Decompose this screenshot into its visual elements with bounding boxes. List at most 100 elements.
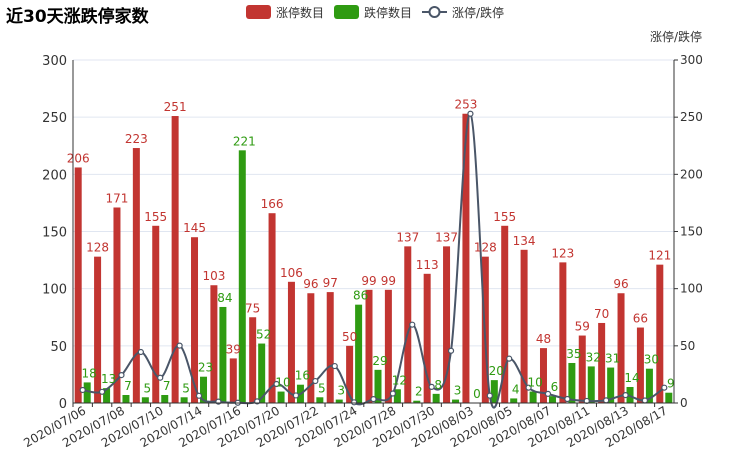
- bar-up-label: 171: [106, 191, 129, 205]
- bar-up: [443, 246, 451, 403]
- y-right-tick-label: 150: [680, 225, 703, 239]
- bar-down-label: 8: [434, 378, 442, 392]
- bar-up: [539, 348, 547, 403]
- y-right-tick-label: 300: [680, 53, 703, 67]
- y-left-tick-label: 50: [50, 340, 67, 355]
- ratio-point: [544, 390, 552, 397]
- y-right-tick-label: 200: [680, 167, 703, 181]
- bar-up: [249, 317, 257, 403]
- bar-up: [229, 358, 237, 403]
- y-left-tick-label: 150: [42, 226, 67, 241]
- bar-down-label: 14: [624, 371, 639, 385]
- bar-down-label: 7: [124, 379, 132, 393]
- bar-down: [393, 389, 401, 403]
- bar-down: [568, 362, 576, 403]
- bar-up: [636, 327, 644, 403]
- ratio-point: [137, 348, 144, 356]
- bar-down-label: 20: [489, 364, 504, 378]
- bar-up: [617, 293, 625, 403]
- bar-down: [645, 368, 653, 403]
- bar-down-label: 5: [318, 381, 326, 395]
- legend-item-up-swatch: [246, 5, 271, 19]
- ratio-point: [79, 386, 86, 394]
- bar-down: [607, 367, 615, 403]
- ratio-point: [467, 110, 474, 117]
- y-right-tick-label: 0: [680, 396, 688, 410]
- bar-up: [384, 289, 392, 403]
- y-left-tick-label: 200: [42, 168, 67, 183]
- bar-down-label: 30: [644, 353, 659, 367]
- bar-up-label: 155: [493, 210, 516, 224]
- bar-down-label: 7: [163, 379, 171, 393]
- bar-down: [219, 306, 227, 403]
- bar-down-label: 32: [586, 350, 601, 364]
- bar-down-label: 10: [527, 376, 542, 390]
- ratio-point: [661, 384, 668, 391]
- bar-up-label: 39: [226, 342, 241, 356]
- bar-up-label: 99: [381, 274, 396, 288]
- bar-down-label: 2: [415, 385, 423, 399]
- bar-up: [365, 289, 373, 403]
- ratio-point: [409, 321, 416, 328]
- bar-down: [374, 369, 382, 403]
- bar-up: [94, 256, 102, 403]
- bar-up: [113, 207, 121, 403]
- ratio-point: [428, 383, 435, 390]
- bar-down: [548, 396, 556, 403]
- bar-down: [529, 391, 537, 403]
- ratio-point: [331, 362, 338, 370]
- bar-up: [132, 148, 140, 403]
- bar-up-label: 97: [323, 276, 338, 290]
- bar-down-label: 3: [337, 384, 345, 398]
- ratio-point: [195, 392, 203, 399]
- bar-up-label: 128: [474, 241, 497, 255]
- bar-down-label: 0: [473, 387, 481, 401]
- bar-down: [103, 388, 111, 403]
- bar-up-label: 106: [280, 266, 303, 280]
- bar-up: [656, 264, 664, 403]
- bar-up-label: 137: [396, 230, 419, 244]
- bar-down-label: 12: [392, 373, 407, 387]
- bar-up: [326, 292, 334, 403]
- bar-down: [200, 376, 208, 403]
- bar-up-label: 59: [575, 320, 590, 334]
- bar-down: [665, 392, 673, 403]
- y-left-tick-label: 250: [42, 111, 67, 126]
- bar-up: [423, 273, 431, 403]
- bar-up-label: 251: [164, 100, 187, 114]
- bar-up: [559, 262, 567, 403]
- bar-down: [626, 386, 634, 403]
- bar-up-label: 206: [67, 151, 90, 165]
- bar-down: [180, 397, 188, 403]
- bar-up: [287, 281, 295, 403]
- bar-down-label: 5: [182, 381, 190, 395]
- y-left-tick-label: 100: [42, 283, 67, 298]
- ratio-point: [98, 388, 106, 395]
- bar-down: [161, 394, 169, 403]
- bar-down: [335, 399, 343, 403]
- bar-up-label: 96: [613, 277, 628, 291]
- bar-down-label: 23: [198, 361, 213, 375]
- bar-down-label: 5: [144, 381, 152, 395]
- bar-up-label: 155: [144, 210, 167, 224]
- bar-up: [268, 213, 276, 403]
- ratio-point: [641, 397, 649, 404]
- bar-up: [520, 249, 528, 403]
- legend: 涨停数目 跌停数目 涨停/跌停: [246, 5, 504, 20]
- bar-up-label: 48: [536, 332, 551, 346]
- bar-up: [404, 246, 412, 403]
- bar-up: [346, 345, 354, 403]
- bar-down-label: 3: [454, 384, 462, 398]
- ratio-point: [157, 374, 164, 381]
- bar-down: [83, 382, 91, 403]
- bar-down-label: 4: [512, 382, 520, 396]
- ratio-point: [506, 355, 513, 362]
- ratio-point: [370, 396, 377, 403]
- bar-down-label: 10: [275, 376, 290, 390]
- bar-up: [152, 225, 160, 403]
- bar-down: [141, 397, 149, 403]
- legend-item-up-label: 涨停数目: [276, 5, 324, 20]
- ratio-point: [292, 392, 300, 399]
- bar-down-label: 29: [372, 354, 387, 368]
- ratio-point: [389, 390, 396, 397]
